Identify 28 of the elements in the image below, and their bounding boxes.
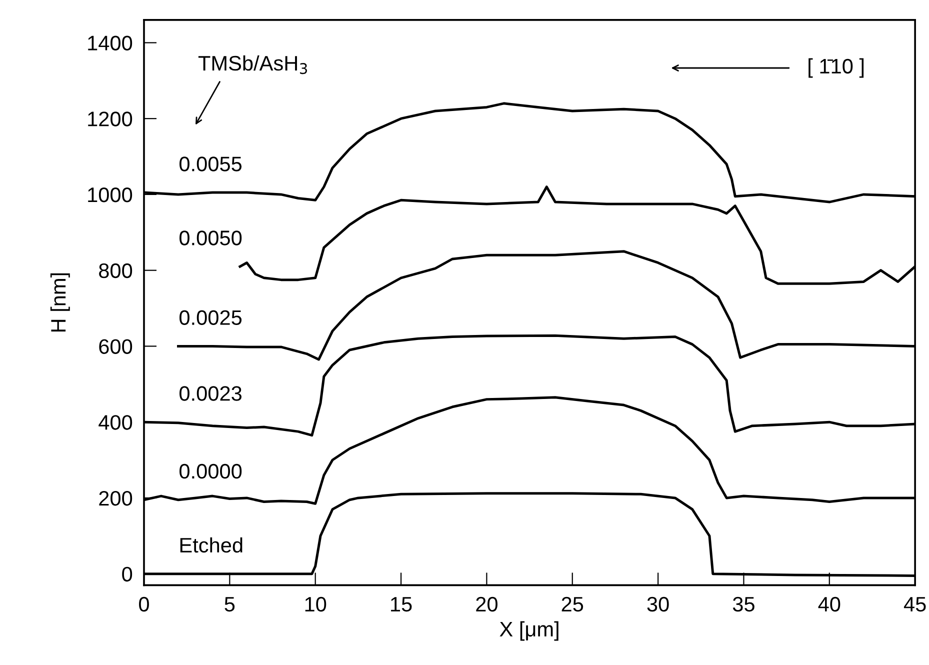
- x-tick-label: 10: [305, 596, 326, 612]
- y-tick-label: 1400: [88, 36, 132, 50]
- x-tick-label: 40: [818, 596, 840, 612]
- x-tick-label: 0: [139, 596, 149, 612]
- y-tick-label: 1000: [88, 187, 132, 202]
- y-tick-label: 600: [99, 339, 132, 354]
- y-tick-label: 200: [99, 490, 132, 506]
- x-tick-label: 25: [562, 596, 584, 612]
- series-label: 0.0050: [180, 230, 242, 246]
- y-tick-label: 400: [98, 415, 132, 430]
- series-label: Etched: [180, 537, 242, 553]
- y-axis-title: H [nm]: [50, 273, 70, 332]
- series-label: 0.0055: [180, 156, 242, 172]
- series-label: 0.0023: [180, 386, 242, 401]
- y-tick-label: 1200: [88, 112, 132, 126]
- x-tick-label: 45: [904, 597, 926, 612]
- annotation: [ 1̄10 ]: [808, 58, 864, 78]
- series-label: 0.0000: [180, 464, 242, 479]
- y-tick-label: 800: [99, 263, 132, 278]
- x-tick-label: 15: [391, 597, 412, 612]
- x-tick-label: 35: [732, 596, 754, 612]
- annotation: TMSb/AsH$_{3}$: [198, 55, 307, 74]
- x-axis-title: X [μm]: [500, 621, 558, 641]
- x-tick-label: 5: [224, 597, 235, 612]
- series-label: 0.0025: [180, 310, 242, 326]
- x-tick-label: 20: [476, 596, 498, 612]
- x-tick-label: 30: [647, 596, 669, 612]
- y-tick-label: 0: [122, 566, 132, 582]
